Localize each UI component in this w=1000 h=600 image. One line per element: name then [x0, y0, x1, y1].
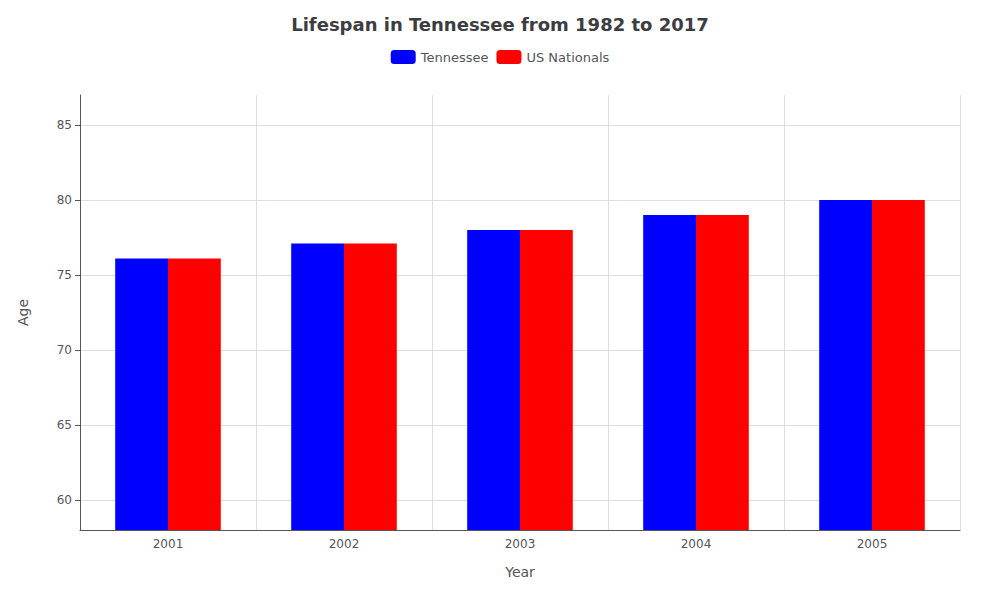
svg-text:2004: 2004 [681, 537, 712, 551]
svg-text:Year: Year [504, 564, 535, 580]
svg-text:2005: 2005 [857, 537, 888, 551]
svg-text:2003: 2003 [505, 537, 536, 551]
svg-text:Tennessee: Tennessee [420, 50, 489, 65]
svg-text:85: 85 [57, 118, 72, 132]
svg-text:2002: 2002 [329, 537, 360, 551]
svg-text:75: 75 [57, 268, 72, 282]
svg-text:US Nationals: US Nationals [526, 50, 609, 65]
svg-text:2001: 2001 [153, 537, 184, 551]
svg-text:70: 70 [57, 343, 72, 357]
svg-text:65: 65 [57, 418, 72, 432]
svg-text:Lifespan in Tennessee from 198: Lifespan in Tennessee from 1982 to 2017 [291, 14, 709, 35]
svg-text:80: 80 [57, 193, 72, 207]
svg-text:Age: Age [15, 299, 31, 326]
svg-text:60: 60 [57, 493, 72, 507]
